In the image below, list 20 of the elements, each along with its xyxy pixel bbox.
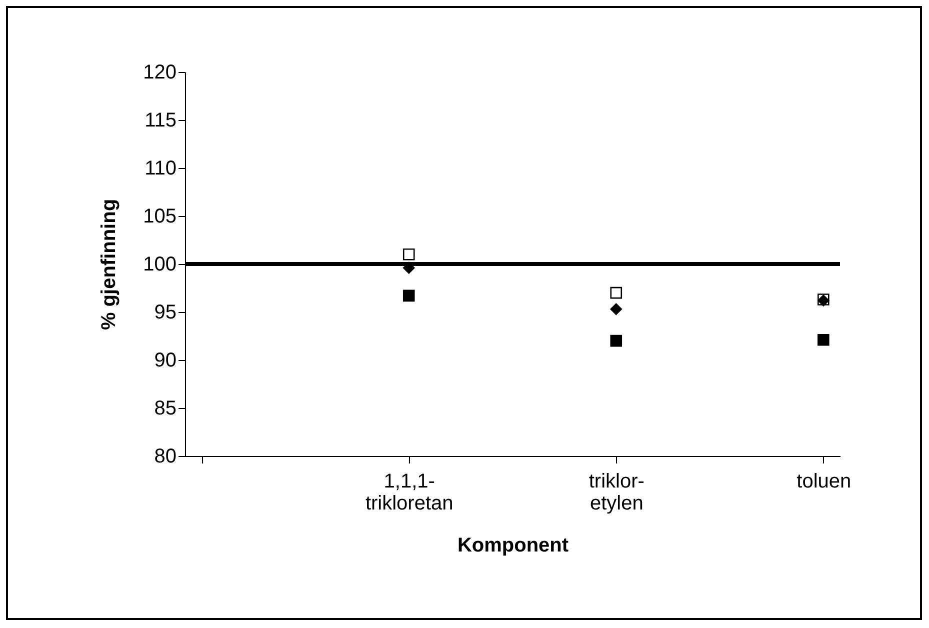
point <box>818 334 830 346</box>
y-tick-label: 95 <box>154 302 176 324</box>
y-tick-label: 115 <box>144 110 176 132</box>
y-tick-label: 80 <box>154 446 176 468</box>
point <box>402 290 415 302</box>
y-tick-label: 110 <box>144 158 176 180</box>
point <box>610 303 622 316</box>
x-axis-title: Komponent <box>457 534 569 556</box>
point <box>402 248 415 260</box>
x-tick-label: toluen <box>796 470 852 492</box>
y-axis-title: % gjenfinning <box>98 198 120 330</box>
point <box>610 334 622 347</box>
y-tick-label: 90 <box>154 350 176 372</box>
point <box>610 286 622 299</box>
y-tick-label: 105 <box>143 206 176 228</box>
y-tick-label: 120 <box>143 62 176 84</box>
y-tick-label: 85 <box>154 398 176 420</box>
x-tick-label: triklor-etylen <box>588 470 644 514</box>
x-tick-label: 1,1,1-trikloretan <box>365 470 454 514</box>
y-tick-label: 100 <box>143 254 176 276</box>
